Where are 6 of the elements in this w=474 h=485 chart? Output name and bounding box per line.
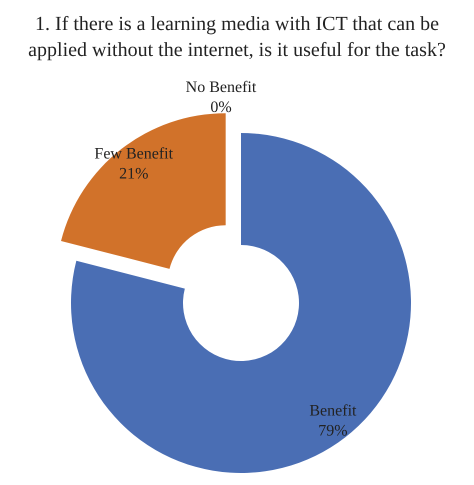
- category-label: No Benefit: [186, 79, 256, 96]
- data-label: 79%: [318, 422, 348, 440]
- text: 0%: [210, 99, 232, 116]
- data-label: 21%: [119, 166, 148, 183]
- slice-label: Benefit: [309, 402, 358, 420]
- chart-title: 1. If there is a learning media with ICT that can be applied without the internet, is it useful for the task?: [28, 13, 446, 61]
